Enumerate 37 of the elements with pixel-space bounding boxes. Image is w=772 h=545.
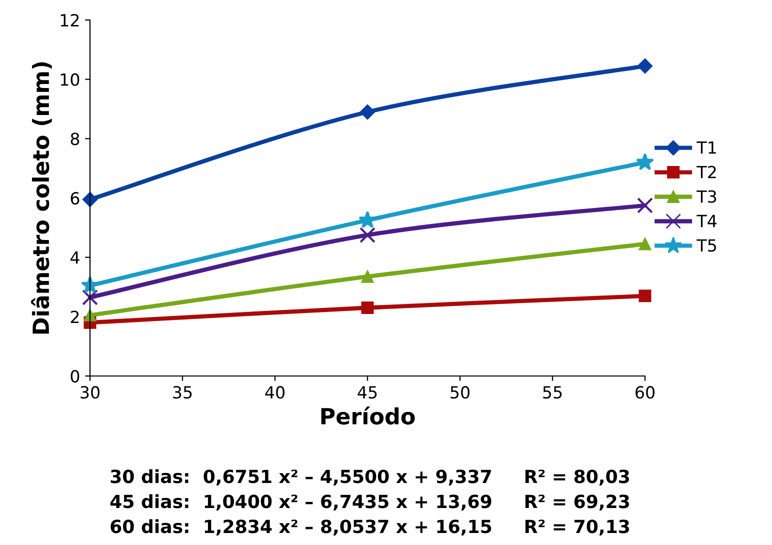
point (84, 308, 96, 322)
y-tick-label: 10 (60, 73, 80, 86)
x-axis-title: Período (321, 406, 415, 425)
x-tick-label: 55 (543, 386, 562, 399)
x-tick-label: 50 (450, 386, 470, 399)
y-axis-title: Diâmetro coleto (mm) (31, 62, 52, 334)
point (637, 197, 653, 214)
point (637, 58, 653, 74)
text: 60 dias: 1,2834 x² – 8,0537 x + 16,15 R² = 70,13 (110, 519, 629, 536)
text: 30 dias: 0,6751 x² – 4,5500 x + 9,337 R² = 80,03 (110, 469, 629, 486)
legend-label: T2 (696, 166, 716, 178)
point (82, 192, 98, 208)
point (360, 227, 376, 244)
x-tick-label: 60 (636, 386, 654, 399)
point (638, 238, 652, 250)
x-tick-label: 30 (80, 386, 100, 399)
point (636, 153, 654, 170)
legend-label: T4 (696, 214, 717, 228)
point (361, 302, 374, 314)
legend-label: T5 (696, 239, 716, 252)
y-tick-label: 0 (70, 370, 80, 383)
point (358, 210, 376, 228)
legend-label: T1 (696, 142, 716, 154)
y-tick-label: 2 (70, 310, 79, 323)
y-tick-label: 6 (70, 192, 80, 205)
point (361, 270, 374, 283)
point (360, 104, 376, 120)
legend-label: T3 (696, 190, 716, 203)
point (638, 290, 652, 302)
x-tick-label: 40 (265, 386, 284, 399)
y-tick-label: 12 (60, 14, 79, 26)
x-tick-label: 35 (173, 386, 192, 399)
y-tick-label: 4 (70, 252, 80, 264)
y-tick-label: 8 (70, 132, 80, 146)
x-tick-label: 45 (358, 386, 377, 399)
text: 45 dias: 1,0400 x² – 6,7435 x + 13,69 R² = 69,23 (110, 494, 629, 511)
point (82, 289, 98, 306)
